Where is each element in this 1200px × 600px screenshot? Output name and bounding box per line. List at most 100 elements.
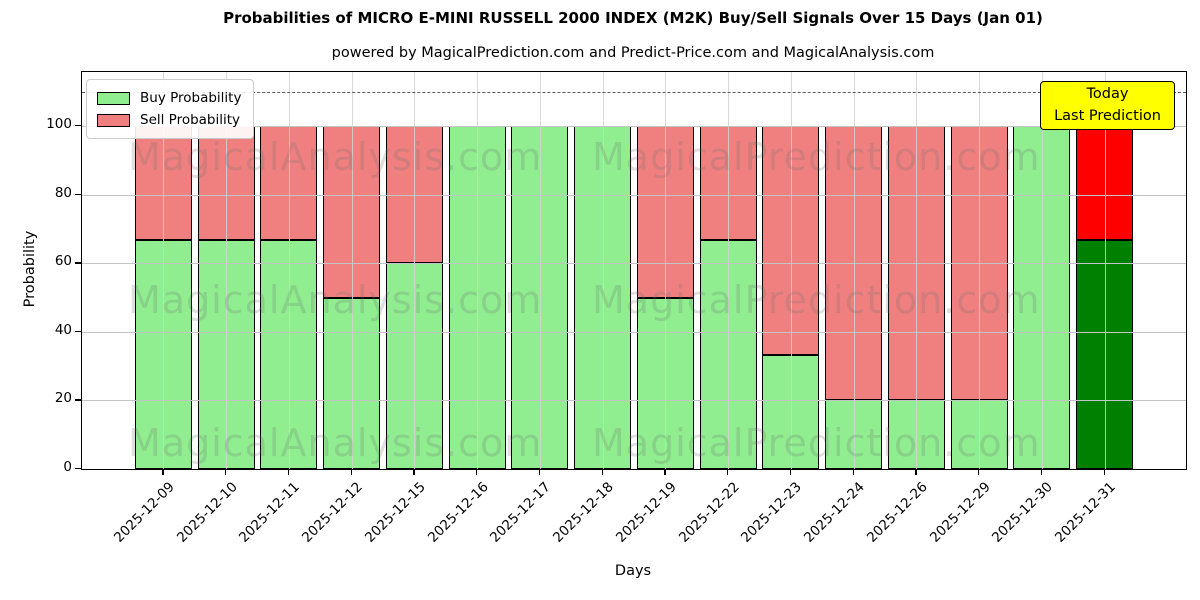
x-tick-mark — [1040, 469, 1043, 475]
bar-buy-segment — [448, 126, 506, 469]
x-tick-mark — [1103, 469, 1105, 475]
bar-buy-segment — [950, 400, 1008, 469]
bar-buy-segment — [323, 297, 381, 469]
x-tick-mark — [727, 469, 729, 475]
x-tick-label-text: 2025-12-11 — [236, 479, 304, 546]
x-tick-mark — [601, 469, 603, 475]
bar-sell-segment — [197, 126, 255, 241]
gridline-horizontal — [82, 263, 1186, 265]
x-axis-label: Days — [614, 563, 652, 579]
x-tick-label-text: 2025-12-30 — [989, 479, 1057, 546]
annotation-line2: Last Prediction — [1054, 107, 1161, 124]
x-tick-mark — [225, 469, 227, 475]
gridline-vertical — [979, 72, 981, 469]
y-tick-label: 100 — [46, 116, 72, 133]
gridline-horizontal — [82, 194, 1186, 196]
x-tick-mark — [413, 469, 415, 475]
bar-buy-segment — [385, 263, 443, 469]
bar-buy-segment — [511, 126, 569, 469]
gridline-vertical — [728, 72, 730, 469]
x-tick-mark — [852, 469, 854, 475]
y-tick-mark — [75, 330, 81, 333]
gridline-vertical — [1104, 72, 1106, 469]
x-tick-label-text: 2025-12-15 — [361, 479, 429, 546]
y-tick-label: 80 — [54, 184, 72, 201]
gridline-vertical — [226, 72, 228, 469]
bar-buy-segment — [762, 354, 820, 469]
x-tick-label-text: 2025-12-09 — [110, 479, 178, 546]
y-tick-mark — [75, 468, 81, 470]
y-tick-mark — [75, 193, 81, 196]
legend-item-sell: Sell Probability — [97, 109, 241, 131]
x-tick-label-text: 2025-12-26 — [863, 479, 931, 546]
bar-sell-segment — [323, 126, 381, 298]
x-tick-label-text: 2025-12-29 — [926, 479, 994, 546]
bar-buy-segment — [825, 400, 883, 469]
dashed-threshold-line — [82, 91, 1186, 93]
gridline-vertical — [163, 72, 165, 469]
gridline-vertical — [665, 72, 667, 469]
chart-title: Probabilities of MICRO E-MINI RUSSELL 20… — [223, 9, 1043, 27]
x-tick-label-text: 2025-12-10 — [173, 479, 241, 546]
x-tick-mark — [978, 469, 980, 475]
x-tick-mark — [538, 469, 541, 475]
gridline-vertical — [602, 72, 604, 469]
x-tick-mark — [915, 469, 917, 475]
y-tick-mark — [75, 399, 81, 401]
x-tick-mark — [287, 469, 290, 475]
x-tick-mark — [476, 469, 478, 475]
bar-sell-segment — [636, 126, 694, 298]
y-tick-label: 20 — [54, 390, 72, 407]
gridline-horizontal — [82, 331, 1186, 333]
gridline-vertical — [916, 72, 918, 469]
y-tick-mark — [75, 125, 81, 127]
gridline-vertical — [1041, 72, 1043, 469]
y-tick-label: 0 — [63, 459, 72, 475]
x-tick-mark — [162, 469, 164, 475]
x-tick-label-text: 2025-12-22 — [675, 479, 743, 546]
chart-subtitle: powered by MagicalPrediction.com and Pre… — [331, 45, 935, 61]
x-tick-label-text: 2025-12-23 — [738, 479, 806, 546]
gridline-horizontal — [82, 126, 1186, 128]
bar-buy-segment — [887, 400, 945, 469]
x-tick-mark — [789, 469, 792, 475]
legend-label-buy: Buy Probability — [140, 90, 242, 106]
bar-buy-segment — [574, 126, 632, 469]
x-tick-label-text: 2025-12-17 — [487, 479, 555, 546]
x-tick-mark — [664, 469, 666, 475]
bar-buy-segment — [699, 240, 757, 469]
annotation-line1: Today — [1086, 86, 1129, 103]
bar-buy-segment — [636, 297, 694, 469]
x-tick-label-text: 2025-12-24 — [801, 479, 868, 546]
x-tick-label-text: 2025-12-16 — [424, 479, 492, 546]
gridline-vertical — [853, 72, 855, 469]
bar-buy-segment — [1076, 240, 1134, 469]
x-tick-label-text: 2025-12-12 — [299, 479, 366, 546]
gridline-horizontal — [82, 400, 1186, 402]
gridline-vertical — [790, 72, 792, 469]
legend-label-sell: Sell Probability — [140, 112, 241, 128]
x-tick-label-text: 2025-12-18 — [550, 479, 617, 546]
gridline-vertical — [477, 72, 479, 469]
sell-swatch-icon — [97, 113, 130, 127]
gridline-vertical — [539, 72, 541, 469]
bar-buy-segment — [260, 240, 318, 469]
x-tick-label-text: 2025-12-31 — [1052, 479, 1119, 546]
gridline-vertical — [414, 72, 416, 469]
y-tick-label: 60 — [54, 253, 72, 270]
bar-sell-segment — [762, 126, 820, 355]
today-annotation: Today Last Prediction — [1040, 81, 1175, 130]
x-tick-mark — [350, 469, 352, 475]
bar-sell-segment — [134, 126, 192, 241]
y-tick-label: 40 — [54, 321, 72, 338]
y-tick-mark — [75, 262, 81, 264]
gridline-vertical — [351, 72, 353, 469]
buy-swatch-icon — [97, 91, 130, 105]
legend: Buy Probability Sell Probability — [86, 79, 255, 139]
bar-buy-segment — [134, 240, 192, 469]
plot-area — [81, 71, 1187, 470]
gridline-vertical — [288, 72, 290, 469]
bar-buy-segment — [197, 240, 255, 469]
bar-sell-segment — [1076, 126, 1134, 241]
